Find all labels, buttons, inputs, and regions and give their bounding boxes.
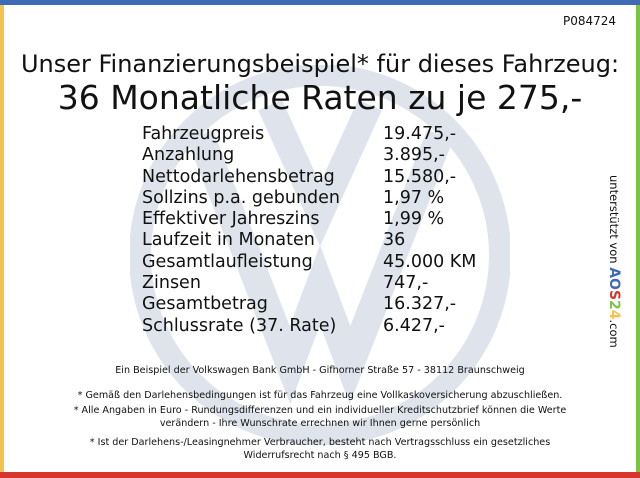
row-label: Schlussrate (37. Rate) — [142, 315, 337, 336]
table-row: Zinsen 747,- — [142, 273, 476, 294]
bank-note: Ein Beispiel der Volkswagen Bank GmbH - … — [115, 365, 525, 376]
table-row: Nettodarlehensbetrag 15.580,- — [142, 167, 476, 188]
top-border — [0, 0, 640, 5]
footnote-withdrawal-1: * Ist der Darlehens-/Leasingnehmer Verbr… — [89, 437, 551, 448]
headline: Unser Finanzierungsbeispiel* für dieses … — [20, 50, 620, 78]
row-label: Gesamtbetrag — [142, 294, 268, 315]
row-label: Effektiver Jahreszins — [142, 209, 320, 230]
row-value: 19.475,- — [383, 124, 457, 144]
sponsor-note: unterstützt von AOS24.com — [606, 175, 622, 355]
sponsor-text: unterstützt von — [607, 175, 621, 264]
row-value: 1,97 % — [383, 187, 445, 208]
footnote-insurance: * Gemäß den Darlehensbedingungen ist für… — [77, 390, 563, 401]
table-row: Effektiver Jahreszins 1,99 % — [142, 209, 476, 230]
bottom-border — [0, 472, 640, 478]
row-label: Gesamtlaufleistung — [142, 251, 313, 272]
row-value: 16.327,- — [383, 294, 457, 315]
reference-number: P084724 — [562, 14, 616, 28]
row-value: 6.427,- — [383, 315, 445, 336]
footnote-euro-1: * Alle Angaben in Euro - Rundungsdiffere… — [73, 405, 567, 416]
table-row: Gesamtbetrag 16.327,- — [142, 294, 476, 315]
table-row: Fahrzeugpreis 19.475,- — [142, 124, 476, 145]
table-row: Laufzeit in Monaten 36 — [142, 230, 476, 251]
financing-table: Fahrzeugpreis 19.475,- Anzahlung 3.895,- Net… — [142, 124, 476, 337]
row-value: 45.000 KM — [383, 251, 477, 272]
row-value: 747,- — [383, 273, 429, 294]
row-label: Fahrzeugpreis — [142, 124, 265, 144]
row-label: Laufzeit in Monaten — [142, 230, 315, 251]
row-value: 1,99 % — [383, 209, 445, 230]
footnote-euro-2: verändern - Ihre Wunschrate errechnen wi… — [159, 418, 481, 429]
row-value: 15.580,- — [383, 166, 457, 187]
row-label: Sollzins p.a. gebunden — [142, 187, 341, 208]
aos24-logo: AOS24 — [606, 267, 622, 320]
vw-logo-watermark — [130, 65, 510, 445]
table-row: Anzahlung 3.895,- — [142, 145, 476, 166]
row-label: Anzahlung — [142, 145, 235, 166]
row-value: 3.895,- — [383, 145, 445, 166]
rate-headline: 36 Monatliche Raten zu je 275,- — [57, 78, 583, 117]
left-border — [0, 5, 4, 472]
table-row: Schlussrate (37. Rate) 6.427,- — [142, 316, 476, 337]
row-value: 36 — [383, 230, 406, 251]
footnote-withdrawal-2: Widerrufsrecht nach § 495 BGB. — [243, 450, 397, 461]
right-border — [636, 5, 640, 472]
table-row: Gesamtlaufleistung 45.000 KM — [142, 252, 476, 273]
table-row: Sollzins p.a. gebunden 1,97 % — [142, 188, 476, 209]
sponsor-domain: .com — [607, 319, 621, 348]
row-label: Zinsen — [142, 273, 201, 294]
row-label: Nettodarlehensbetrag — [142, 166, 335, 187]
